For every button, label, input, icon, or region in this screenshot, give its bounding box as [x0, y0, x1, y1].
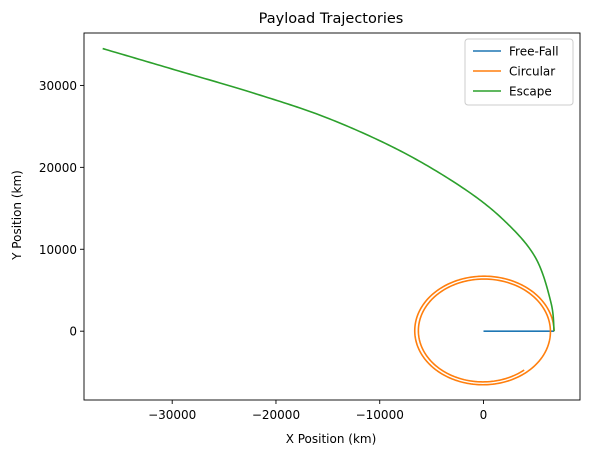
legend-entry: Circular — [509, 65, 555, 79]
plot-area: −30000 −20000 −10000 0 0 10000 20000 30000 — [39, 32, 581, 422]
legend: Free-Fall Circular Escape — [464, 38, 574, 106]
y-axis-label: Y Position (km) — [10, 170, 24, 261]
y-tick-label: 10000 — [39, 243, 77, 257]
legend-entry: Escape — [509, 85, 552, 99]
legend-box — [464, 38, 574, 106]
y-tick-label: 0 — [69, 325, 77, 339]
x-tick-label: −30000 — [148, 408, 196, 422]
x-tick-label: 0 — [480, 408, 488, 422]
x-tick-label: −10000 — [356, 408, 404, 422]
y-tick-label: 30000 — [39, 79, 77, 93]
series-line-circular — [413, 275, 555, 386]
y-tick-label: 20000 — [39, 161, 77, 175]
series-line-escape — [102, 47, 555, 332]
x-tick-label: −20000 — [252, 408, 300, 422]
chart-title: Payload Trajectories — [259, 11, 404, 27]
legend-entry: Free-Fall — [509, 45, 559, 59]
x-axis-label: X Position (km) — [286, 432, 377, 446]
axes-frame — [83, 32, 581, 401]
